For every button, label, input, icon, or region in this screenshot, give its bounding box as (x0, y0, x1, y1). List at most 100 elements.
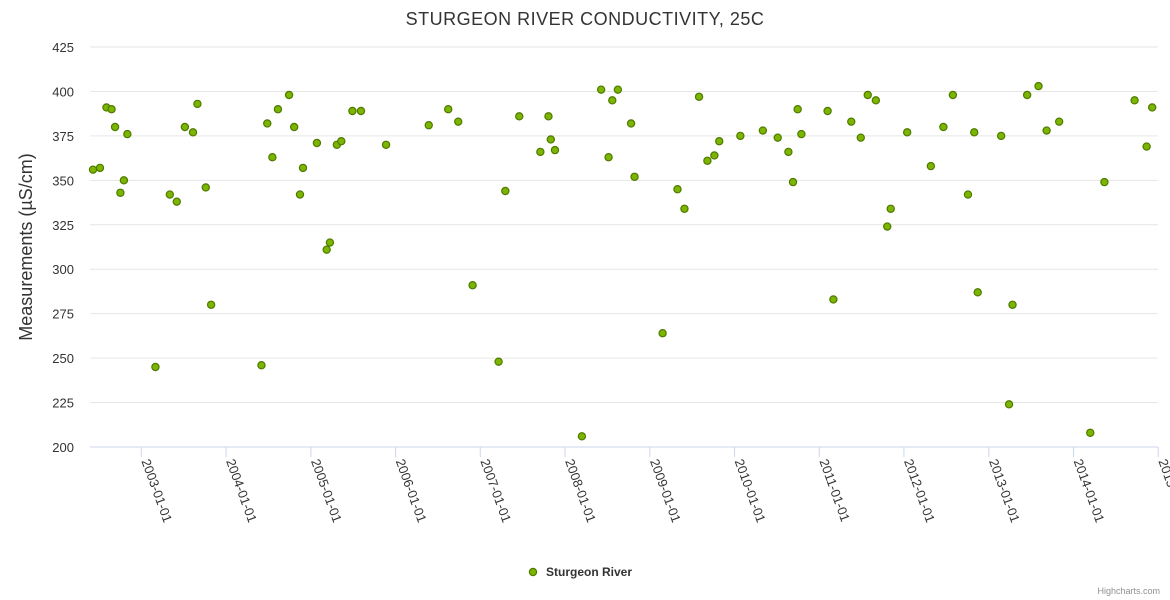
x-tick-label: 2014-01-01 (1071, 457, 1108, 525)
data-point[interactable] (268, 153, 277, 162)
data-point[interactable] (298, 163, 308, 173)
data-point[interactable] (773, 133, 782, 142)
data-point[interactable] (710, 151, 719, 160)
data-point[interactable] (1142, 142, 1151, 151)
data-point[interactable] (703, 156, 712, 165)
data-point[interactable] (715, 137, 724, 146)
data-point[interactable] (694, 92, 704, 101)
data-point[interactable] (536, 147, 545, 157)
legend-item-label[interactable]: Sturgeon River (546, 565, 632, 579)
data-point[interactable] (1022, 90, 1032, 100)
data-point[interactable] (823, 106, 832, 116)
data-point[interactable] (577, 432, 587, 441)
data-point[interactable] (544, 112, 553, 121)
data-point[interactable] (494, 357, 503, 366)
data-point[interactable] (295, 190, 305, 199)
y-tick-label: 400 (52, 84, 74, 99)
data-point[interactable] (356, 106, 366, 116)
data-point[interactable] (172, 197, 181, 206)
data-point[interactable] (1004, 400, 1014, 409)
data-point[interactable] (1100, 177, 1109, 187)
data-point[interactable] (201, 183, 210, 192)
data-point[interactable] (444, 105, 453, 114)
data-point[interactable] (1034, 81, 1043, 91)
data-point[interactable] (1147, 103, 1157, 112)
data-point[interactable] (863, 90, 872, 100)
x-tick-label: 2015-01-01 (1155, 457, 1170, 525)
data-point[interactable] (680, 204, 689, 213)
data-point[interactable] (501, 186, 510, 196)
data-point[interactable] (1042, 126, 1051, 135)
data-point[interactable] (180, 122, 190, 132)
data-point[interactable] (312, 138, 322, 148)
data-point[interactable] (322, 245, 331, 254)
data-point[interactable] (613, 85, 623, 94)
x-tick-label: 2006-01-01 (393, 457, 430, 525)
data-point[interactable] (1130, 96, 1139, 105)
data-point[interactable] (550, 145, 560, 155)
data-point[interactable] (630, 172, 639, 181)
data-point[interactable] (348, 106, 357, 116)
data-point[interactable] (165, 190, 175, 199)
data-point[interactable] (797, 129, 806, 139)
data-point[interactable] (658, 329, 667, 338)
data-point[interactable] (673, 185, 682, 194)
data-point[interactable] (626, 119, 636, 128)
data-point[interactable] (736, 131, 745, 141)
data-point[interactable] (116, 188, 125, 197)
data-point[interactable] (973, 288, 982, 297)
data-point[interactable] (948, 90, 958, 100)
data-point[interactable] (468, 281, 477, 290)
data-point[interactable] (257, 361, 266, 370)
data-point[interactable] (289, 122, 299, 132)
data-point[interactable] (206, 300, 216, 309)
data-point[interactable] (829, 295, 838, 304)
data-point[interactable] (608, 96, 617, 105)
data-point[interactable] (871, 96, 881, 105)
data-point[interactable] (1086, 428, 1095, 437)
data-point[interactable] (188, 128, 198, 137)
x-tick-label: 2009-01-01 (647, 457, 684, 525)
data-point[interactable] (546, 135, 555, 144)
y-axis-label: Measurements (µS/cm) (16, 153, 36, 340)
data-point[interactable] (284, 90, 294, 100)
data-point[interactable] (793, 105, 802, 114)
data-point[interactable] (151, 362, 160, 372)
data-point[interactable] (963, 190, 973, 199)
data-point[interactable] (758, 126, 768, 135)
data-point[interactable] (1008, 300, 1017, 309)
data-point[interactable] (788, 177, 798, 187)
data-point[interactable] (926, 161, 936, 171)
data-point[interactable] (119, 176, 129, 185)
data-point[interactable] (886, 204, 895, 213)
data-point[interactable] (996, 131, 1006, 141)
data-point[interactable] (337, 137, 346, 146)
data-point[interactable] (325, 238, 335, 247)
data-point[interactable] (902, 128, 912, 137)
data-point[interactable] (123, 129, 132, 139)
data-point[interactable] (454, 117, 463, 126)
data-point[interactable] (110, 122, 120, 132)
data-point[interactable] (515, 112, 524, 121)
data-point[interactable] (847, 117, 856, 126)
data-point[interactable] (939, 122, 948, 132)
x-tick-label: 2011-01-01 (816, 457, 853, 524)
data-point[interactable] (596, 85, 606, 94)
data-point[interactable] (604, 153, 613, 162)
data-point[interactable] (193, 99, 202, 109)
data-point[interactable] (856, 133, 865, 142)
data-point[interactable] (88, 165, 98, 174)
data-point[interactable] (784, 147, 793, 157)
data-point[interactable] (381, 140, 391, 149)
data-point[interactable] (883, 222, 892, 231)
data-point[interactable] (424, 121, 433, 130)
data-point[interactable] (1054, 117, 1064, 126)
data-point[interactable] (263, 119, 272, 128)
data-point[interactable] (970, 128, 979, 137)
data-point[interactable] (95, 163, 105, 173)
y-tick-label: 200 (52, 440, 74, 455)
credits-link[interactable]: Highcharts.com (1097, 586, 1160, 596)
data-point[interactable] (107, 105, 116, 114)
legend[interactable]: Sturgeon River (528, 565, 632, 579)
data-point[interactable] (273, 105, 283, 114)
